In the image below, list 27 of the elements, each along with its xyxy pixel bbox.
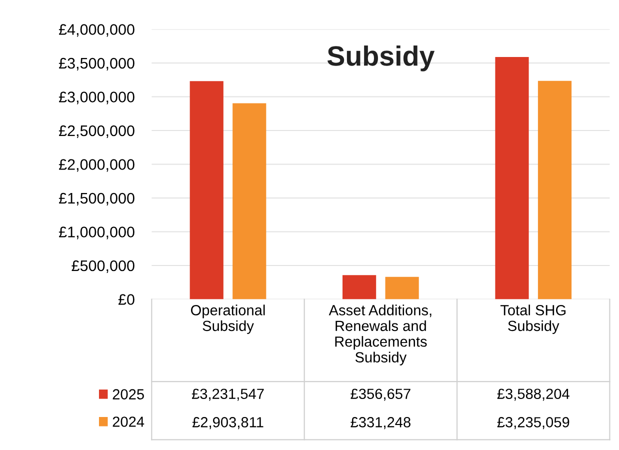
text: Subsidy <box>327 45 435 72</box>
bar <box>538 80 572 300</box>
bar <box>232 103 266 300</box>
y-tick-label: £500,000 <box>72 260 134 273</box>
data-label: £331,248 <box>350 417 410 430</box>
x-tick-label: Total SHG Subsidy <box>500 304 566 334</box>
bar <box>385 276 419 300</box>
legend-label: 2024 <box>112 416 144 427</box>
data-label: £356,657 <box>350 388 410 401</box>
bar <box>495 57 529 300</box>
x-tick-label: Asset Additions, Renewals and Replacements Subsidy <box>328 304 432 366</box>
y-tick-label: £2,000,000 <box>58 159 134 172</box>
data-label: £2,903,811 <box>192 417 264 430</box>
y-tick-label: £0 <box>118 294 134 305</box>
y-tick-label: £2,500,000 <box>58 125 134 138</box>
y-tick-label: £3,500,000 <box>58 58 134 70</box>
data-label: £3,588,204 <box>497 388 570 401</box>
y-tick-label: £1,000,000 <box>58 226 134 240</box>
y-tick-label: £1,500,000 <box>58 192 134 206</box>
data-label: £3,231,547 <box>192 388 264 401</box>
bar <box>342 275 376 300</box>
y-tick-label: £4,000,000 <box>58 24 134 37</box>
data-label: £3,235,059 <box>497 417 570 430</box>
x-tick-label: Operational Subsidy <box>190 304 265 334</box>
bar <box>190 81 224 300</box>
legend-label: 2025 <box>112 389 144 400</box>
y-tick-label: £3,000,000 <box>58 92 134 104</box>
